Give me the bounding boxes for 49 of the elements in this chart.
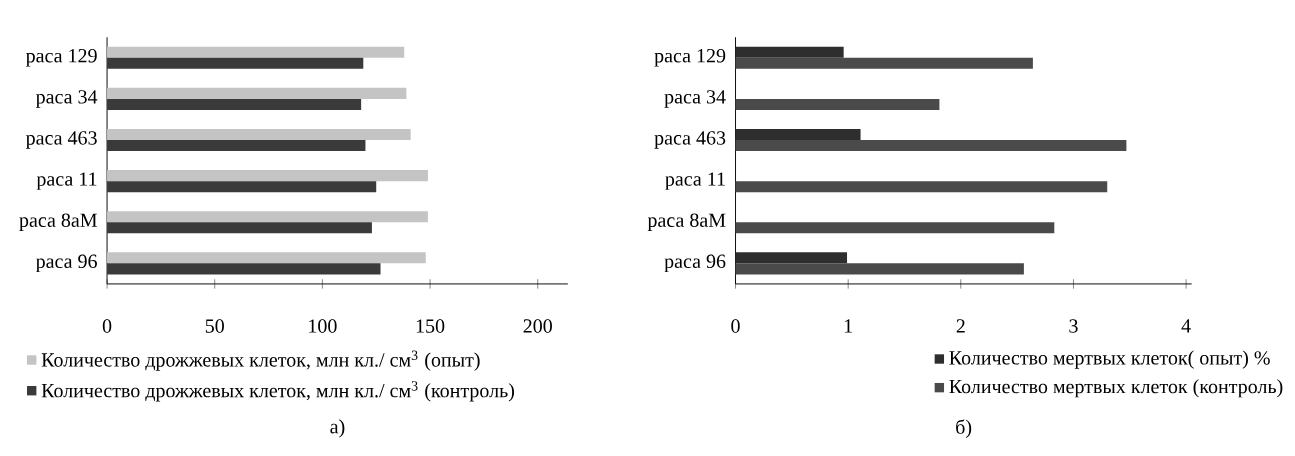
bar (735, 181, 1108, 193)
x-tick-label: 4 (1181, 319, 1191, 333)
bar (735, 128, 861, 140)
y-tick-label: раса 34 (664, 90, 726, 108)
legend-label: Количество дрожжевых клеток, млн кл./ см$^{3}$ (контроль) (41, 381, 515, 402)
bar (735, 46, 844, 58)
bar (107, 211, 428, 223)
legend-label: Количество дрожжевых клеток, млн кл./ см$^{3}$ (опыт) (41, 350, 480, 371)
y-tick-label: раса 463 (25, 131, 97, 149)
y-tick-label: раса 11 (36, 172, 97, 190)
y-tick-label: раса 463 (654, 131, 726, 149)
x-tick-label: 0 (102, 319, 112, 333)
bar (107, 139, 366, 152)
y-tick-label: раса 8аМ (19, 213, 97, 231)
text: а) (330, 419, 345, 438)
bar (107, 128, 411, 140)
bar (735, 57, 1033, 69)
y-tick-label: раса 34 (35, 90, 98, 108)
bar (107, 181, 377, 193)
bar (735, 222, 1055, 234)
x-tick-label: 1 (844, 319, 852, 333)
y-tick-label: раса 11 (665, 172, 725, 190)
legend-label: Количество мертвых клеток (контроль) (949, 379, 1283, 398)
bar (107, 87, 407, 99)
x-tick-label: 200 (523, 319, 552, 333)
y-tick-label: раса 129 (654, 48, 726, 67)
bar (107, 170, 428, 182)
bar (107, 57, 364, 69)
bar (107, 222, 372, 234)
y-tick-label: раса 96 (664, 254, 726, 273)
x-tick-label: 100 (309, 319, 337, 333)
y-tick-label: раса 96 (35, 254, 97, 273)
bar (735, 139, 1127, 152)
bar (107, 252, 426, 264)
bar (735, 252, 848, 264)
bar (735, 263, 1024, 275)
bar (107, 46, 405, 58)
x-tick-label: 2 (956, 319, 965, 333)
text: б) (956, 419, 972, 438)
y-tick-label: раса 129 (25, 48, 97, 67)
bar (735, 98, 940, 110)
legend-label: Количество мертвых клеток( опыт) % (949, 350, 1270, 369)
x-tick-label: 0 (731, 319, 740, 333)
x-tick-label: 3 (1069, 319, 1078, 333)
x-tick-label: 50 (205, 319, 224, 333)
y-tick-label: раса 8аМ (647, 213, 726, 231)
bar (107, 263, 381, 275)
bar (107, 98, 362, 110)
x-tick-label: 150 (416, 319, 445, 333)
